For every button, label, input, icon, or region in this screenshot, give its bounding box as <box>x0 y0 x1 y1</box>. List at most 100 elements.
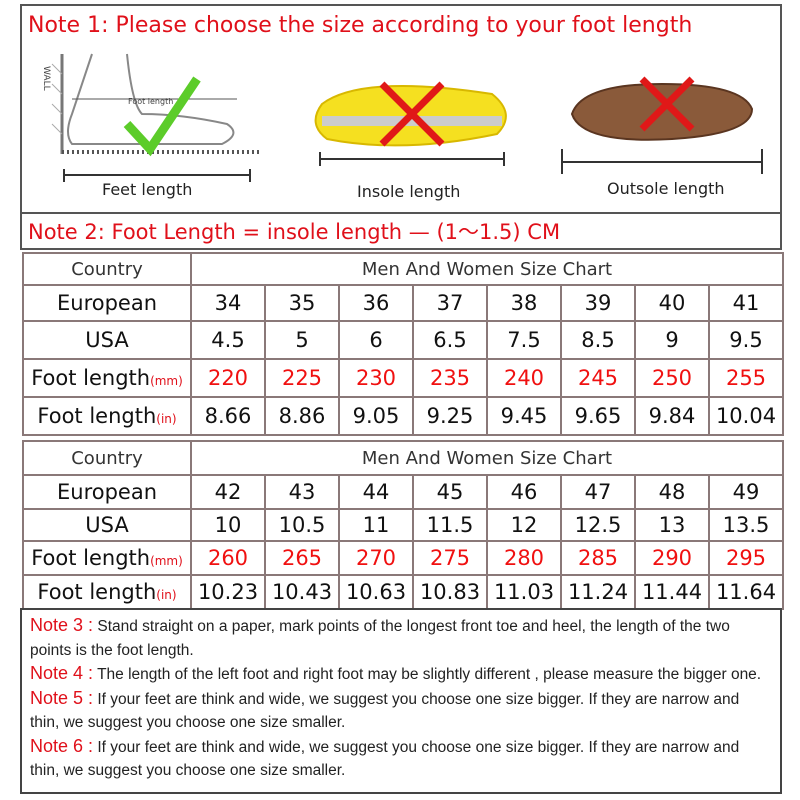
row-label-text: USA <box>85 328 129 352</box>
size-cell: 13 <box>634 508 710 542</box>
row-label: Foot length(in) <box>22 574 192 610</box>
size-cell: 47 <box>560 474 636 510</box>
unit-label: (in) <box>156 412 177 426</box>
size-cell: 285 <box>560 540 636 576</box>
size-cell: 6.5 <box>412 320 488 360</box>
row-label: USA <box>22 320 192 360</box>
size-cell: 280 <box>486 540 562 576</box>
size-cell: 42 <box>190 474 266 510</box>
chart-title: Men And Women Size Chart <box>190 440 784 476</box>
feet-length-illustration: WALL Foot length Feet length <box>32 44 272 212</box>
size-cell: 11.44 <box>634 574 710 610</box>
size-cell: 230 <box>338 358 414 398</box>
row-label: European <box>22 284 192 322</box>
size-cell: 8.86 <box>264 396 340 436</box>
size-cell: 10.43 <box>264 574 340 610</box>
outsole-length-label: Outsole length <box>607 179 725 198</box>
unit-label: (mm) <box>150 554 183 568</box>
size-cell: 36 <box>338 284 414 322</box>
note-label: Note 3 : <box>30 615 94 635</box>
size-cell: 8.5 <box>560 320 636 360</box>
insole-length-illustration: Insole length <box>302 44 522 212</box>
row-label: European <box>22 474 192 510</box>
note-text: Stand straight on a paper, mark points o… <box>30 618 730 659</box>
note-1: Note 1: Please choose the size according… <box>20 4 782 44</box>
size-cell: 10.5 <box>264 508 340 542</box>
size-cell: 10 <box>190 508 266 542</box>
note-label: Note 4 : <box>30 663 94 683</box>
table-row: USA 4.5 5 6 6.5 7.5 8.5 9 9.5 <box>22 320 784 360</box>
outsole-length-illustration: Outsole length <box>552 44 772 212</box>
note-text: If your feet are think and wide, we sugg… <box>30 690 740 732</box>
chart-title: Men And Women Size Chart <box>190 252 784 286</box>
size-cell: 40 <box>634 284 710 322</box>
size-cell: 11.03 <box>486 574 562 610</box>
size-cell: 12 <box>486 508 562 542</box>
note-label: Note 5 : <box>30 687 94 708</box>
table-row: Foot length(mm) 220 225 230 235 240 245 250 255 <box>22 358 784 398</box>
table-header-row: Country Men And Women Size Chart <box>22 252 784 286</box>
size-cell: 12.5 <box>560 508 636 542</box>
row-label: Foot length(mm) <box>22 358 192 398</box>
row-label: USA <box>22 508 192 542</box>
measurement-illustrations: WALL Foot length Feet length Insole leng… <box>20 44 782 212</box>
wall-label: WALL <box>41 66 51 91</box>
note-text: If your feet are think and wide, we sugg… <box>30 738 740 780</box>
size-cell: 48 <box>634 474 710 510</box>
size-cell: 6 <box>338 320 414 360</box>
size-cell: 46 <box>486 474 562 510</box>
table-row: European 42 43 44 45 46 47 48 49 <box>22 474 784 510</box>
size-cell: 39 <box>560 284 636 322</box>
row-label-text: Foot length <box>31 546 151 570</box>
size-cell: 5 <box>264 320 340 360</box>
country-header: Country <box>22 252 192 286</box>
row-label: Foot length(mm) <box>22 540 192 576</box>
size-cell: 10.23 <box>190 574 266 610</box>
size-cell: 11 <box>338 508 414 542</box>
unit-label: (mm) <box>150 374 183 388</box>
row-label-text: European <box>56 480 158 504</box>
note-text: The length of the left foot and right fo… <box>93 666 762 683</box>
note-6: Note 6 : If your feet are think and wide… <box>30 735 772 783</box>
size-cell: 8.66 <box>190 396 266 436</box>
size-cell: 9.5 <box>708 320 784 360</box>
outsole-image <box>561 76 763 174</box>
table-row: USA 10 10.5 11 11.5 12 12.5 13 13.5 <box>22 508 784 542</box>
size-cell: 44 <box>338 474 414 510</box>
size-cell: 43 <box>264 474 340 510</box>
insole-length-label: Insole length <box>357 182 461 201</box>
size-cell: 10.63 <box>338 574 414 610</box>
insole-image <box>314 81 507 166</box>
size-cell: 13.5 <box>708 508 784 542</box>
note-label: Note 6 : <box>30 735 94 756</box>
table-row: European 34 35 36 37 38 39 40 41 <box>22 284 784 322</box>
size-cell: 225 <box>264 358 340 398</box>
size-cell: 11.24 <box>560 574 636 610</box>
foot-wall-image: WALL Foot length <box>41 53 262 182</box>
size-cell: 260 <box>190 540 266 576</box>
size-cell: 10.83 <box>412 574 488 610</box>
size-cell: 49 <box>708 474 784 510</box>
size-cell: 240 <box>486 358 562 398</box>
table-header-row: Country Men And Women Size Chart <box>22 440 784 476</box>
size-cell: 270 <box>338 540 414 576</box>
country-header: Country <box>22 440 192 476</box>
size-cell: 38 <box>486 284 562 322</box>
row-label-text: European <box>56 291 158 315</box>
size-cell: 250 <box>634 358 710 398</box>
row-label: Foot length(in) <box>22 396 192 436</box>
note-5: Note 5 : If your feet are think and wide… <box>30 687 772 735</box>
size-cell: 35 <box>264 284 340 322</box>
size-cell: 275 <box>412 540 488 576</box>
size-chart-table-2: Country Men And Women Size Chart European 4… <box>22 440 784 610</box>
foot-length-inner-label: Foot length <box>128 97 173 106</box>
size-cell: 9.45 <box>486 396 562 436</box>
size-cell: 4.5 <box>190 320 266 360</box>
size-cell: 9.25 <box>412 396 488 436</box>
size-cell: 10.04 <box>708 396 784 436</box>
size-cell: 9.05 <box>338 396 414 436</box>
size-cell: 245 <box>560 358 636 398</box>
size-cell: 265 <box>264 540 340 576</box>
size-cell: 9.65 <box>560 396 636 436</box>
size-cell: 11.5 <box>412 508 488 542</box>
